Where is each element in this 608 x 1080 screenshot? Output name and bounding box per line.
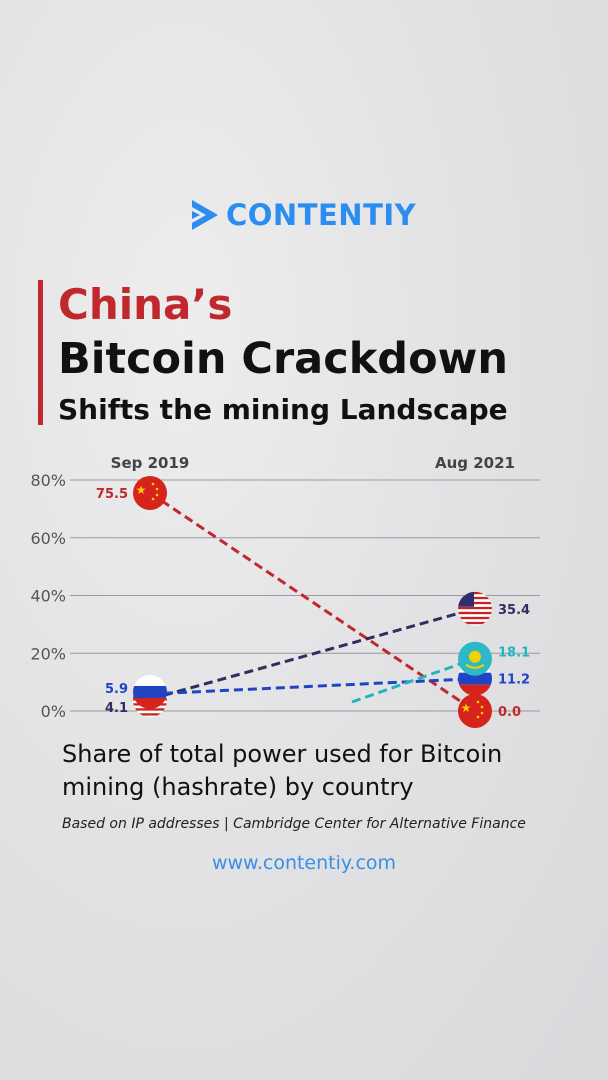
title-line-1: China’s xyxy=(58,280,233,329)
y-tick-label: 60% xyxy=(30,529,66,548)
series-line-china xyxy=(149,491,476,713)
brand-logo: CONTENTIY xyxy=(190,198,416,232)
data-label-china-2019: 75.5 xyxy=(96,487,128,502)
china-flag-icon: ★ xyxy=(458,694,492,728)
data-label-kazakhstan-2021: 18.1 xyxy=(498,646,530,661)
data-label-russia-2021: 11.2 xyxy=(498,673,530,688)
series-line-united-states xyxy=(149,607,476,701)
chart-subtitle: Share of total power used for Bitcoin mi… xyxy=(62,740,503,801)
data-label-united-states-2019: 4.1 xyxy=(105,701,128,716)
website-link[interactable]: www.contentiy.com xyxy=(211,852,397,874)
russia-flag-icon xyxy=(133,674,167,709)
x-category-label: Sep 2019 xyxy=(111,454,190,472)
data-label-united-states-2021: 35.4 xyxy=(498,603,530,618)
x-category-label: Aug 2021 xyxy=(435,454,515,472)
y-tick-label: 0% xyxy=(41,702,66,721)
title-line-2: Bitcoin Crackdown xyxy=(58,334,508,384)
title-line-3: Shifts the mining Landscape xyxy=(58,393,508,426)
data-label-china-2021: 0.0 xyxy=(498,705,521,720)
series-line-kazakhstan xyxy=(351,657,476,704)
slope-chart: 0% 20% 40% 60% 80% Sep 2019 Aug 2021 ★ 75.5 ★ 0.0 4… xyxy=(30,454,540,728)
us-flag-icon xyxy=(458,591,492,626)
title-accent-bar xyxy=(38,280,43,425)
y-tick-label: 80% xyxy=(30,471,66,490)
svg-text:★: ★ xyxy=(461,701,472,715)
y-tick-label: 40% xyxy=(30,587,66,606)
y-tick-label: 20% xyxy=(30,644,66,663)
series-line-russia xyxy=(149,677,476,696)
svg-text:★: ★ xyxy=(136,483,147,497)
kazakhstan-flag-icon xyxy=(458,641,492,676)
data-label-russia-2019: 5.9 xyxy=(105,682,128,697)
chart-source: Based on IP addresses | Cambridge Center… xyxy=(62,816,526,832)
brand-name: CONTENTIY xyxy=(226,198,417,232)
china-flag-icon: ★ xyxy=(133,475,167,510)
play-logo-icon xyxy=(192,200,218,230)
